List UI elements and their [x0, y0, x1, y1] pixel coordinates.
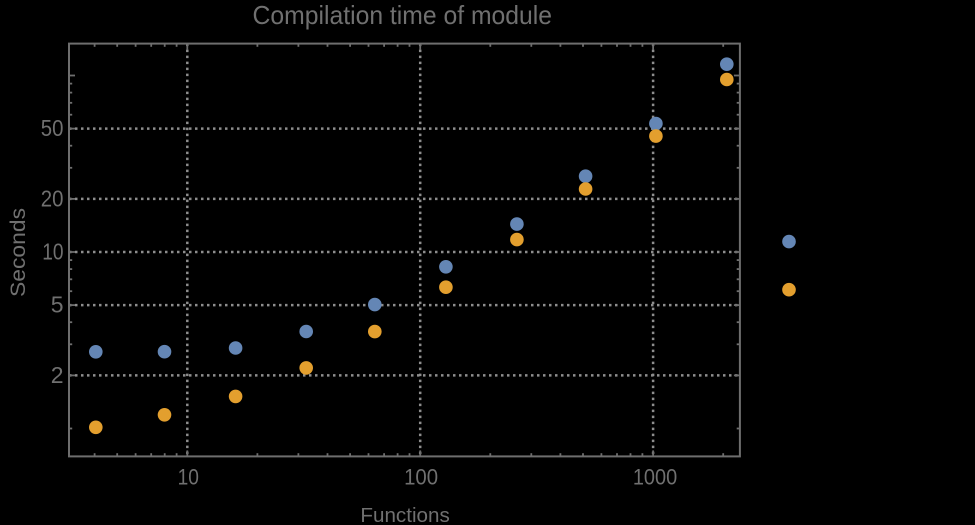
svg-text:Compilation time of module: Compilation time of module [253, 0, 553, 30]
svg-text:10: 10 [42, 238, 63, 264]
svg-text:Seconds: Seconds [6, 208, 30, 297]
svg-text:1000: 1000 [633, 464, 677, 489]
svg-text:5: 5 [51, 292, 64, 318]
svg-text:2: 2 [51, 362, 64, 388]
svg-text:20: 20 [41, 185, 64, 211]
svg-text:10: 10 [178, 464, 199, 489]
svg-text:Functions: Functions [360, 504, 449, 525]
svg-text:50: 50 [41, 115, 64, 141]
svg-text:100: 100 [404, 464, 438, 489]
